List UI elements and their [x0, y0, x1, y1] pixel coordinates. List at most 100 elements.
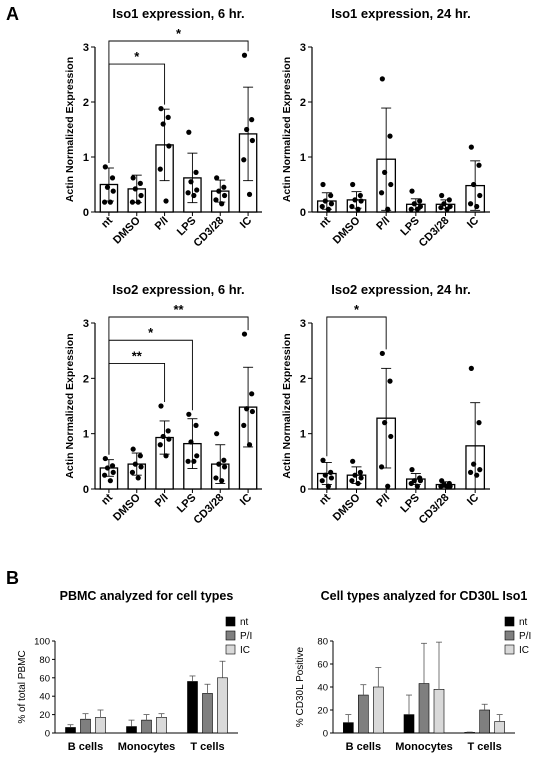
bar	[202, 693, 213, 734]
legend-swatch	[504, 616, 515, 627]
x-tick-label: P/I	[374, 215, 392, 233]
x-tick-label: P/I	[153, 492, 171, 510]
x-tick-label: P/I	[374, 492, 392, 510]
data-point	[411, 201, 417, 207]
data-point	[191, 458, 197, 464]
y-tick-label: 2	[300, 97, 306, 109]
x-tick-label: LPS	[398, 492, 422, 516]
legend-swatch	[225, 630, 236, 641]
data-point	[130, 446, 136, 452]
data-point	[191, 192, 197, 199]
data-point	[378, 464, 385, 470]
data-point	[322, 198, 328, 204]
x-tick-label: IC	[465, 215, 481, 231]
y-tick-label: 100	[34, 637, 50, 648]
x-tick-label: DMSO	[331, 214, 363, 246]
data-point	[357, 469, 363, 475]
x-tick-label: nt	[317, 214, 333, 230]
data-point	[357, 192, 363, 199]
data-point	[109, 175, 116, 181]
data-point	[358, 475, 364, 481]
data-point	[186, 411, 192, 417]
data-point	[382, 169, 388, 175]
y-tick-label: 20	[39, 710, 50, 721]
data-point	[241, 157, 247, 163]
chart-pbmc-cell-types: PBMC analyzed for cell types % of total P…	[17, 589, 252, 753]
data-point	[107, 199, 113, 205]
x-tick-label: nt	[317, 491, 333, 507]
bar	[373, 686, 384, 734]
chart-title: Cell types analyzed for CD30L Iso1	[321, 589, 528, 603]
data-point	[216, 188, 222, 194]
data-point	[110, 188, 116, 194]
data-point	[439, 478, 445, 484]
data-point	[474, 203, 480, 210]
data-point	[468, 365, 474, 371]
legend-label: P/I	[240, 631, 252, 642]
chart-title: PBMC analyzed for cell types	[60, 589, 234, 603]
y-axis-label: Actin Normalized Expression	[64, 57, 76, 202]
significance-bracket	[108, 316, 249, 455]
data-point	[476, 162, 482, 168]
data-point	[414, 206, 420, 212]
data-point	[387, 133, 393, 139]
legend-label: IC	[240, 645, 250, 656]
legend-label: IC	[519, 645, 529, 656]
y-tick-label: 80	[39, 655, 50, 666]
bar	[494, 721, 505, 734]
bar	[433, 688, 445, 734]
y-tick-label: 0	[83, 484, 89, 496]
data-point	[157, 166, 163, 172]
data-point	[214, 431, 220, 437]
chart-iso1-24hr: Iso1 expression, 24 hr. Actin Normalized …	[281, 6, 490, 249]
y-tick-label: 60	[317, 660, 328, 671]
data-point	[438, 205, 444, 211]
data-point	[194, 187, 200, 193]
data-point	[349, 203, 355, 210]
data-point	[249, 137, 255, 144]
panel-label-b: B	[6, 568, 19, 588]
data-point	[221, 184, 227, 190]
data-point	[417, 198, 423, 204]
significance-label: *	[134, 49, 140, 64]
data-point	[132, 186, 138, 192]
data-point	[185, 458, 191, 464]
data-point	[244, 406, 250, 412]
y-tick-label: 0	[300, 207, 306, 219]
y-tick-label: 3	[83, 42, 89, 54]
data-point	[325, 483, 331, 489]
bar	[95, 717, 106, 734]
data-point	[135, 475, 141, 481]
data-point	[216, 461, 222, 467]
bar	[126, 726, 137, 734]
data-point	[409, 188, 415, 194]
data-point	[319, 203, 325, 210]
x-tick-label: LPS	[175, 492, 199, 516]
data-point	[185, 190, 191, 196]
data-point	[328, 192, 334, 199]
x-tick-label: IC	[465, 492, 481, 508]
data-point	[221, 192, 228, 199]
bar	[156, 717, 167, 734]
x-tick-label: CD3/28	[417, 492, 452, 527]
y-tick-label: 80	[317, 637, 328, 648]
data-point	[467, 469, 474, 475]
data-point	[414, 483, 420, 489]
data-point	[102, 199, 108, 205]
data-point	[138, 464, 144, 470]
y-axis-label: % CD30L Positive	[295, 646, 306, 727]
x-tick-label: IC	[238, 492, 254, 508]
data-point	[138, 192, 144, 199]
data-point	[110, 469, 116, 475]
data-point	[219, 201, 225, 207]
legend-swatch	[504, 630, 515, 641]
data-point	[408, 480, 414, 487]
bar	[358, 694, 369, 734]
data-point	[157, 442, 163, 448]
x-tick-label: B cells	[346, 741, 381, 753]
chart-title: Iso1 expression, 24 hr.	[331, 6, 470, 21]
data-point	[165, 428, 171, 434]
x-tick-label: nt	[99, 214, 115, 230]
data-point	[476, 420, 482, 426]
data-point	[107, 478, 113, 484]
